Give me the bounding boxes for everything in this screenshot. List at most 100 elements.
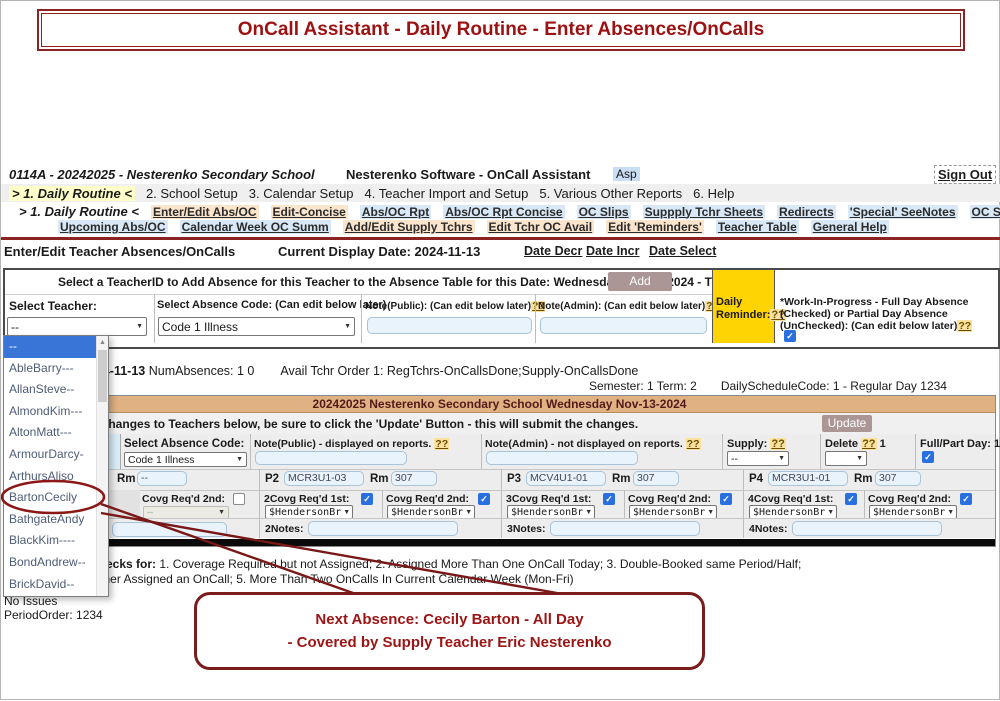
p2-covg-1st-checkbox[interactable]: [361, 493, 373, 505]
menu-abs-oc-rpt[interactable]: Abs/OC Rpt: [359, 204, 432, 219]
teacher-dropdown-list[interactable]: -- AbleBarry--- AllanSteve-- AlmondKim--…: [3, 335, 109, 597]
sign-out-button[interactable]: Sign Out: [934, 165, 997, 184]
note-admin-input[interactable]: [540, 317, 707, 334]
note-public-help-link[interactable]: ??: [531, 301, 546, 312]
p3-label: P3: [507, 473, 522, 485]
p2-notes-input[interactable]: [308, 521, 458, 536]
menu-enter-edit-abs-oc[interactable]: Enter/Edit Abs/OC: [150, 204, 259, 219]
menu-edit-tchr-oc-avail[interactable]: Edit Tchr OC Avail: [486, 220, 595, 234]
menu-calendar-week-oc-summ[interactable]: Calendar Week OC Summ: [179, 220, 331, 234]
tab-help[interactable]: 6. Help: [693, 185, 735, 201]
daily-reminder-cell: Daily Reminder:??: [712, 270, 786, 343]
covg-divider: [382, 490, 383, 518]
menu-special-seenotes[interactable]: 'Special' SeeNotes: [847, 204, 958, 219]
teacher-option[interactable]: ArmourDarcy-: [9, 446, 84, 461]
teacher-option[interactable]: AlmondKim---: [9, 403, 83, 418]
p4-course-input[interactable]: MCR3U1-01: [768, 471, 848, 486]
tab-teacher-import[interactable]: 4. Teacher Import and Setup: [364, 185, 529, 201]
school-id-text: 0114A - 20242025 - Nesterenko Secondary …: [9, 167, 315, 182]
full-day-checkbox[interactable]: [784, 330, 796, 342]
select-teacher-dropdown[interactable]: --: [7, 317, 147, 336]
absence-table: 20242025 Nesterenko Secondary School Wed…: [3, 395, 1000, 547]
teacher-option[interactable]: BondAndrew--: [9, 554, 86, 569]
daily-reminder-help-link[interactable]: ??: [770, 309, 786, 321]
tab-other-reports[interactable]: 5. Various Other Reports: [539, 185, 683, 201]
teacher-option[interactable]: AbleBarry---: [9, 360, 74, 375]
semester-line: Semester: 1 Term: 2 DailyScheduleCode: 1 …: [589, 379, 947, 393]
row-note-public-help-link[interactable]: ??: [434, 438, 450, 450]
add-absence-button[interactable]: Add Absence: [608, 272, 672, 307]
menu-prefix: > 1. Daily Routine <: [19, 204, 139, 219]
p1-covg-2nd-checkbox[interactable]: [233, 493, 245, 505]
teacher-option[interactable]: AllanSteve--: [9, 382, 75, 397]
date-select-link[interactable]: Date Select: [649, 244, 717, 258]
tab-school-setup[interactable]: 2. School Setup: [145, 185, 238, 201]
row-note-admin-help-link[interactable]: ??: [685, 438, 701, 450]
teacher-option[interactable]: --: [4, 336, 97, 358]
scroll-up-icon[interactable]: [97, 336, 108, 349]
p2-course-input[interactable]: MCR3U1-03: [284, 471, 364, 486]
menu-oc-slips[interactable]: OC Slips: [576, 204, 631, 219]
p3-course-input[interactable]: MCV4U1-01: [526, 471, 606, 486]
delete-dropdown[interactable]: [825, 451, 867, 466]
teacher-option[interactable]: AltonMatt---: [9, 425, 72, 440]
menu-redirects[interactable]: Redirects: [777, 204, 836, 219]
dropdown-scrollbar[interactable]: [96, 336, 108, 596]
tab-daily-routine[interactable]: > 1. Daily Routine <: [9, 185, 135, 201]
row-note-public-input[interactable]: [255, 451, 407, 465]
p2-covg-2nd-dropdown[interactable]: $HendersonBr: [387, 505, 475, 519]
p2-covg-2nd-checkbox[interactable]: [478, 493, 490, 505]
p4-covg-2nd-dropdown[interactable]: $HendersonBr: [869, 505, 957, 519]
col-divider: [250, 434, 251, 469]
teacher-option[interactable]: BathgateAndy: [9, 511, 85, 526]
p4-rm-input[interactable]: 307: [875, 471, 921, 486]
p4-rm-label: Rm: [854, 473, 873, 485]
date-decr-link[interactable]: Date Decr: [524, 244, 583, 258]
row-note-admin-input[interactable]: [486, 451, 638, 465]
supply-help-link[interactable]: ??: [770, 438, 786, 450]
menu-abs-oc-rpt-concise[interactable]: Abs/OC Rpt Concise: [443, 204, 565, 219]
menu-teacher-table[interactable]: Teacher Table: [715, 220, 799, 234]
menu-add-edit-supply-tchrs[interactable]: Add/Edit Supply Tchrs: [342, 220, 475, 234]
p3-covg-2nd-dropdown[interactable]: $HendersonBr: [629, 505, 717, 519]
p3-notes-input[interactable]: [550, 521, 700, 536]
p3-covg-1st-label: 3Covg Req'd 1st:: [506, 493, 592, 505]
p2-rm-input[interactable]: 307: [391, 471, 437, 486]
tab-calendar-setup[interactable]: 3. Calendar Setup: [248, 185, 354, 201]
p2-covg-1st-dropdown[interactable]: $HendersonBr: [265, 505, 353, 519]
p4-notes-input[interactable]: [792, 521, 942, 536]
menu-supply-tchr-sheets[interactable]: Suppply Tchr Sheets: [642, 204, 766, 219]
menu-edit-reminders[interactable]: Edit 'Reminders': [606, 220, 704, 234]
supply-dropdown[interactable]: --: [727, 451, 789, 466]
menu-general-help[interactable]: General Help: [810, 220, 889, 234]
row-absence-code-dropdown[interactable]: Code 1 Illness: [124, 452, 247, 467]
p1-rm-input[interactable]: --: [137, 471, 187, 486]
p4-covg-1st-checkbox[interactable]: [845, 493, 857, 505]
scrollbar-thumb[interactable]: [98, 350, 107, 402]
p2-rm-label: Rm: [370, 473, 389, 485]
menu-edit-concise[interactable]: Edit-Concise: [270, 204, 348, 219]
checks-line1: Checks for: 1. Coverage Required but not…: [90, 557, 802, 571]
note-public-input[interactable]: [367, 317, 532, 334]
p3-covg-1st-dropdown[interactable]: $HendersonBr: [507, 505, 595, 519]
wip-help-link[interactable]: ??: [957, 320, 973, 332]
update-button[interactable]: Update: [822, 415, 872, 432]
menu-upcoming-abs-oc[interactable]: Upcoming Abs/OC: [58, 220, 168, 234]
p4-covg-2nd-checkbox[interactable]: [960, 493, 972, 505]
teacher-option[interactable]: BrickDavid--: [9, 576, 75, 591]
callout-line2: - Covered by Supply Teacher Eric Nestere…: [287, 634, 612, 651]
teacher-option[interactable]: BlackKim----: [9, 533, 75, 548]
menu-oc-summary[interactable]: OC Summary: [969, 204, 1000, 219]
teacher-option[interactable]: ArthursAliso: [9, 468, 74, 483]
p3-rm-input[interactable]: 307: [633, 471, 679, 486]
teacher-option-barton-cecily[interactable]: BartonCecily: [9, 490, 78, 505]
p3-covg-2nd-checkbox[interactable]: [720, 493, 732, 505]
p4-covg-1st-dropdown[interactable]: $HendersonBr: [749, 505, 837, 519]
p1-notes-input[interactable]: [112, 522, 227, 537]
date-incr-link[interactable]: Date Incr: [586, 244, 640, 258]
delete-help-link[interactable]: ??: [861, 438, 877, 450]
row-full-part-checkbox[interactable]: [922, 451, 934, 463]
p3-covg-1st-checkbox[interactable]: [603, 493, 615, 505]
absence-code-dropdown[interactable]: Code 1 Illness: [158, 317, 355, 336]
software-title: Nesterenko Software - OnCall Assistant: [346, 167, 591, 182]
